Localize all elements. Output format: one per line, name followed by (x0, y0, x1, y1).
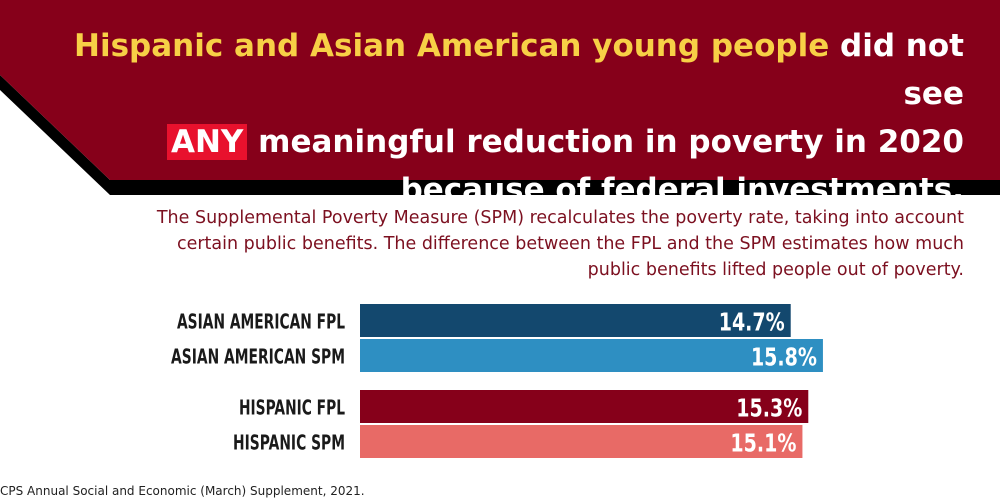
value-label-asian-american-fpl: 14.7% (719, 308, 785, 337)
bar-asian-american-fpl (360, 304, 791, 337)
category-label-hispanic-fpl: HISPANIC FPL (239, 396, 345, 420)
category-label-hispanic-spm: HISPANIC SPM (233, 431, 345, 455)
header-banner (0, 0, 1000, 195)
category-label-asian-american-fpl: ASIAN AMERICAN FPL (177, 310, 345, 334)
value-label-asian-american-spm: 15.8% (751, 343, 817, 372)
headline-emphasis: ANY (167, 124, 248, 160)
source-note: CPS Annual Social and Economic (March) S… (0, 484, 365, 498)
category-label-asian-american-spm: ASIAN AMERICAN SPM (171, 345, 345, 369)
subtitle: The Supplemental Poverty Measure (SPM) r… (156, 208, 964, 280)
bar-asian-american-spm (360, 339, 823, 372)
banner-background (0, 0, 1000, 180)
headline-highlight: Hispanic and Asian American young people (74, 28, 830, 64)
bar-chart: ASIAN AMERICAN FPL 14.7% ASIAN AMERICAN SP… (171, 304, 823, 458)
bar-hispanic-fpl (360, 390, 809, 423)
headline-text-2: meaningful reduction in poverty in 2020 … (247, 124, 964, 208)
banner-shadow (0, 75, 1000, 195)
value-label-hispanic-fpl: 15.3% (736, 394, 802, 423)
bar-hispanic-spm (360, 425, 803, 458)
headline: Hispanic and Asian American young people… (64, 22, 964, 214)
value-label-hispanic-spm: 15.1% (730, 429, 796, 458)
headline-text-1: did not see (829, 28, 964, 112)
